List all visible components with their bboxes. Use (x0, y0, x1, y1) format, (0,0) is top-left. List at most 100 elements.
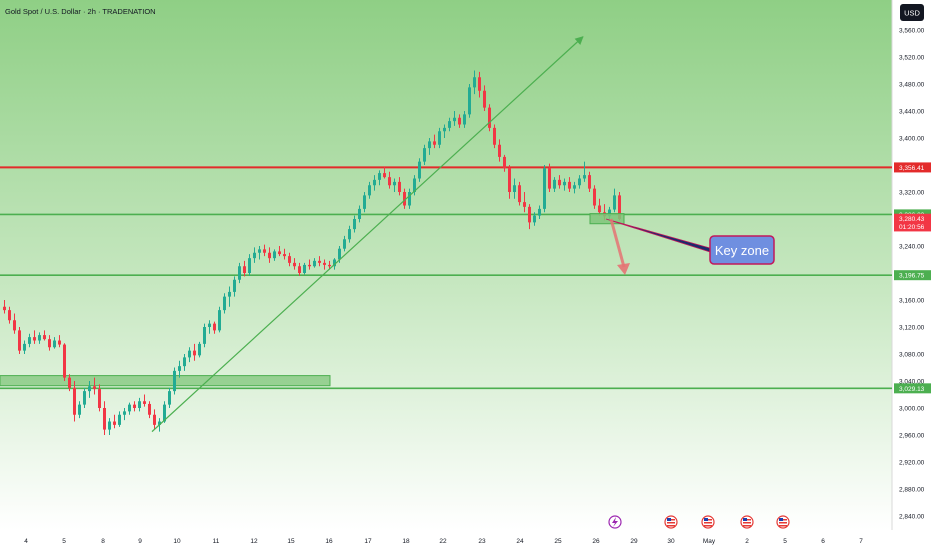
key-zone-label: Key zone (715, 243, 769, 258)
resistance-price-label: 3,356.41 (899, 165, 925, 172)
trendline-arrow[interactable] (151, 36, 584, 433)
x-tick-label: 18 (402, 538, 410, 545)
candle (428, 138, 431, 155)
candle-body (123, 411, 126, 415)
candle-body (238, 266, 241, 280)
lightning-event-icon[interactable] (608, 515, 622, 529)
candle-body (113, 421, 116, 425)
us-flag-event-icon[interactable] (664, 515, 678, 529)
candle (328, 260, 331, 270)
candle-body (488, 107, 491, 128)
candle (518, 181, 521, 206)
candle-body (458, 117, 461, 125)
candle (248, 254, 251, 276)
candle (573, 181, 576, 194)
candle (78, 401, 81, 419)
candle-body (448, 121, 451, 128)
x-tick-label: 2 (745, 538, 749, 545)
candle (43, 330, 46, 341)
candle (538, 205, 541, 219)
y-tick-label: 3,440.00 (899, 109, 925, 116)
us-flag-event-icon[interactable] (740, 515, 754, 529)
candle-body (33, 337, 36, 341)
candle (563, 178, 566, 191)
candle-body (203, 327, 206, 344)
candle-body (48, 339, 51, 348)
x-tick-label: 11 (213, 538, 220, 545)
candle (268, 247, 271, 263)
candle-body (443, 127, 446, 132)
candle (448, 117, 451, 132)
candle-body (523, 202, 526, 207)
key-zone-rectangle[interactable] (589, 213, 625, 225)
candle-body (583, 175, 586, 179)
us-flag-event-icon[interactable] (701, 515, 715, 529)
candle-body (473, 77, 476, 88)
candle (393, 178, 396, 192)
candle-body (353, 219, 356, 230)
candle-body (323, 262, 326, 265)
candle-body (218, 310, 221, 331)
candle (368, 181, 371, 199)
candle (508, 165, 511, 199)
candle-body (258, 249, 261, 253)
candle-body (563, 181, 566, 186)
candle (468, 84, 471, 118)
candle (478, 71, 481, 98)
candle (88, 381, 91, 398)
candle-body (348, 229, 351, 240)
candle (228, 286, 231, 307)
key-zone-box[interactable] (709, 235, 775, 265)
candle-body (58, 340, 61, 345)
candle-body (228, 291, 231, 297)
candle (3, 300, 6, 314)
candle-body (188, 350, 191, 358)
candle (288, 252, 291, 267)
candle (398, 177, 401, 196)
x-tick-label: 29 (630, 538, 638, 545)
x-tick-label: 12 (250, 538, 258, 545)
candle-body (528, 206, 531, 223)
candle (373, 175, 376, 191)
candle-body (578, 178, 581, 186)
candle (103, 401, 106, 435)
candle-body (293, 262, 296, 267)
candle-body (598, 205, 601, 213)
y-tick-label: 2,960.00 (899, 433, 925, 440)
candle-body (593, 188, 596, 206)
candle-body (558, 179, 561, 186)
candle (58, 335, 61, 348)
candle (598, 198, 601, 216)
currency-button[interactable]: USD (900, 4, 924, 21)
last-price-label: 3,280.43 (899, 216, 925, 223)
candle (408, 188, 411, 209)
candle-body (613, 195, 616, 210)
candle (553, 177, 556, 192)
candle (118, 411, 121, 427)
candle (283, 248, 286, 260)
candle (473, 70, 476, 95)
candle (178, 360, 181, 378)
candle (258, 246, 261, 260)
candle-body (368, 185, 371, 196)
candle-body (453, 117, 456, 122)
y-tick-label: 3,120.00 (899, 325, 925, 332)
key-zone-callout[interactable]: Key zone (709, 235, 775, 265)
candle-body (23, 343, 26, 351)
candle (273, 249, 276, 261)
candle (343, 235, 346, 252)
candle-body (408, 192, 411, 206)
candle (128, 402, 131, 415)
x-tick-label: 23 (478, 538, 486, 545)
candle-body (333, 259, 336, 267)
support-zone[interactable] (0, 375, 331, 387)
projection-arrow-shaft[interactable] (609, 218, 626, 268)
candle (138, 397, 141, 412)
y-tick-label: 3,560.00 (899, 28, 925, 35)
candle (558, 175, 561, 189)
us-flag-event-icon[interactable] (776, 515, 790, 529)
currency-button-label[interactable]: USD (904, 9, 920, 18)
candle (388, 171, 391, 189)
